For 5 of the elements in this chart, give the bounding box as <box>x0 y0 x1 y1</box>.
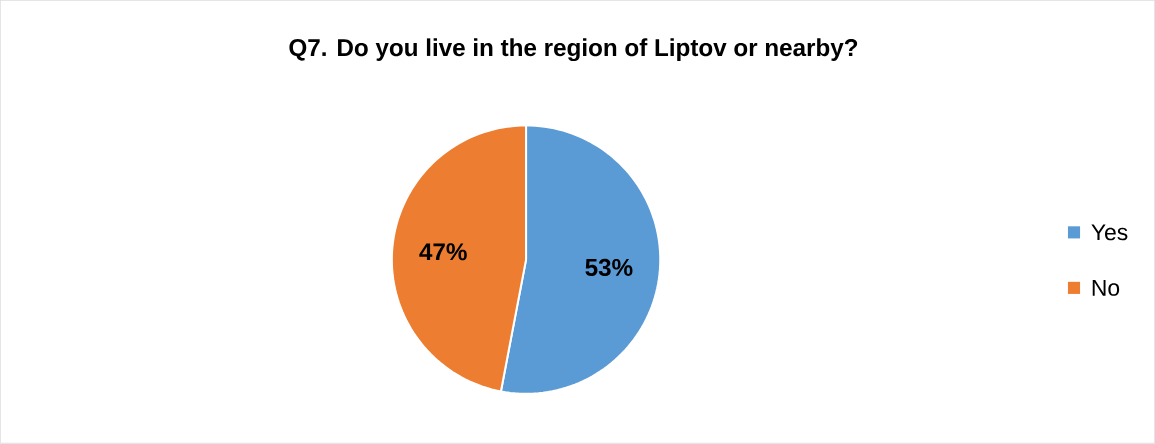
legend-label: No <box>1092 280 1120 297</box>
legend-label: Yes <box>1091 224 1128 241</box>
data-label: 53% <box>585 259 633 277</box>
chart-title: Q7. Do you live in the region of Liptov or nearby? <box>289 38 858 62</box>
data-label: 47% <box>419 243 467 261</box>
